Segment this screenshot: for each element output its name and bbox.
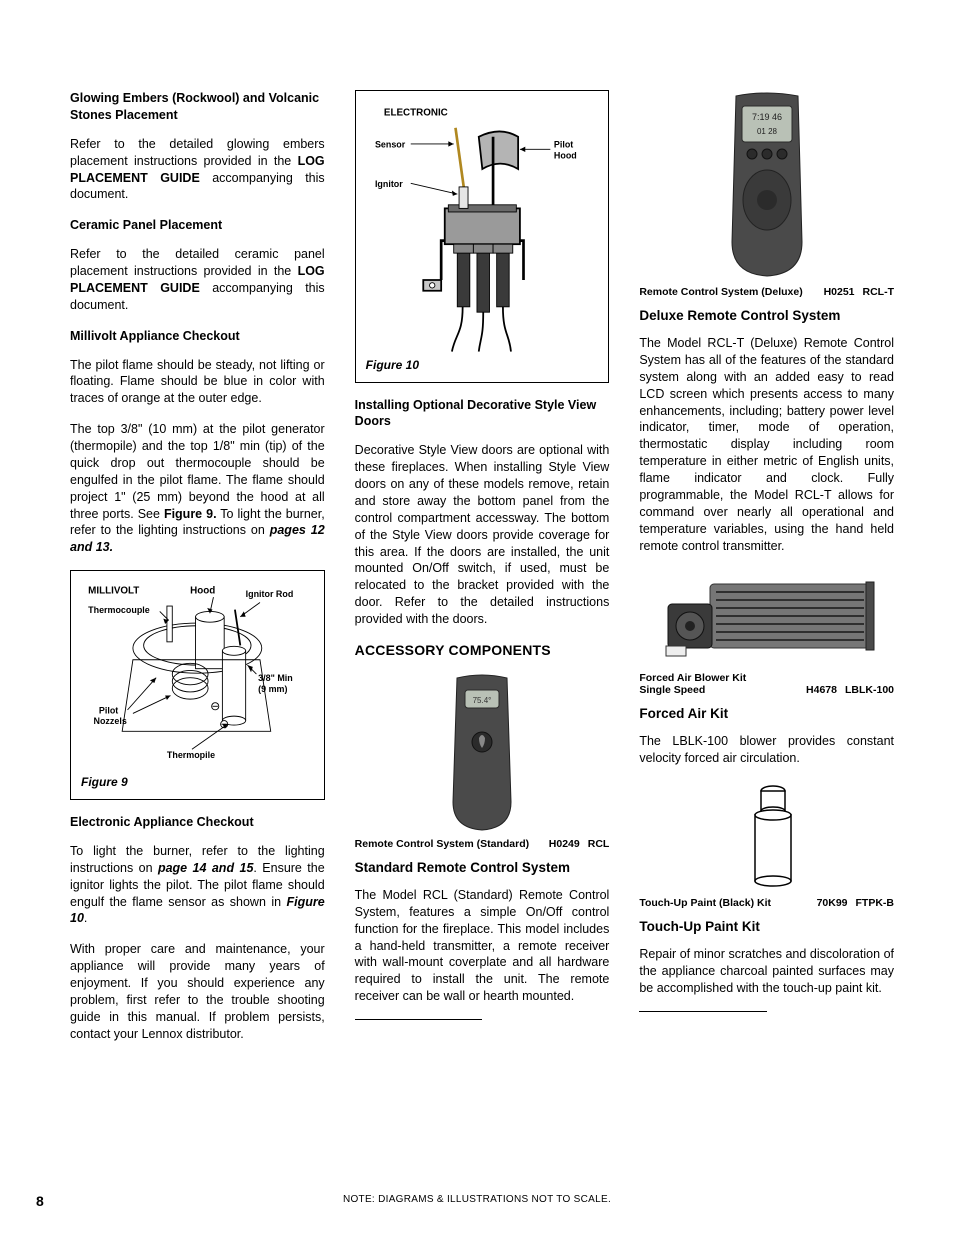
heading-ceramic: Ceramic Panel Placement — [70, 217, 325, 234]
heading-accessory: ACCESSORY COMPONENTS — [355, 642, 610, 658]
para-millivolt-1: The pilot flame should be steady, not li… — [70, 357, 325, 408]
heading-touchup: Touch-Up Paint Kit — [639, 919, 894, 934]
para-touchup: Repair of minor scratches and discolorat… — [639, 946, 894, 997]
fig10-sensor: Sensor — [375, 140, 406, 150]
caption-a: Touch-Up Paint (Black) Kit — [639, 897, 808, 909]
fig9-title: MILLIVOLT — [88, 586, 139, 597]
column-2: ELECTRONIC Sensor Pilot Hood Ignitor — [355, 90, 610, 1057]
figure-9-diagram: MILLIVOLT Hood Ignitor Rod Thermocouple … — [81, 581, 314, 769]
figure-9-caption: Figure 9 — [81, 775, 314, 789]
footnote: NOTE: DIAGRAMS & ILLUSTRATIONS NOT TO SC… — [0, 1194, 954, 1205]
divider — [355, 1019, 482, 1020]
fig10-pilot-1: Pilot — [554, 140, 573, 150]
heading-electronic-checkout: Electronic Appliance Checkout — [70, 814, 325, 831]
para-forced-air: The LBLK-100 blower provides constant ve… — [639, 733, 894, 767]
fig9-ignitor-label: Ignitor Rod — [246, 589, 294, 599]
figure-10-box: ELECTRONIC Sensor Pilot Hood Ignitor — [355, 90, 610, 383]
fig9-pilot-2: Nozzels — [94, 716, 127, 726]
columns: Glowing Embers (Rockwool) and Volcanic S… — [70, 90, 894, 1057]
heading-doors: Installing Optional Decorative Style Vie… — [355, 397, 610, 431]
heading-standard-remote: Standard Remote Control System — [355, 860, 610, 875]
para-standard-remote: The Model RCL (Standard) Remote Control … — [355, 887, 610, 1005]
text: Refer to the detailed glowing embers pla… — [70, 137, 325, 168]
caption-b: 70K99 — [817, 897, 848, 909]
para-deluxe-remote: The Model RCL-T (Deluxe) Remote Control … — [639, 335, 894, 554]
fig9-thermopile-label: Thermopile — [167, 750, 215, 760]
para-millivolt-2: The top 3/8" (10 mm) at the pilot genera… — [70, 421, 325, 556]
heading-embers: Glowing Embers (Rockwool) and Volcanic S… — [70, 90, 325, 124]
bold: Figure 9. — [164, 507, 217, 521]
fig10-ignitor: Ignitor — [375, 179, 403, 189]
divider-2 — [639, 1011, 766, 1012]
para-elec-1: To light the burner, refer to the lighti… — [70, 843, 325, 927]
caption-a: Single Speed — [639, 684, 798, 696]
para-doors: Decorative Style View doors are optional… — [355, 442, 610, 628]
caption-b: H4678 — [806, 684, 837, 696]
heading-deluxe-remote: Deluxe Remote Control System — [639, 308, 894, 323]
para-elec-2: With proper care and maintenance, your a… — [70, 941, 325, 1042]
caption-blower-line2: Single Speed H4678 LBLK-100 — [639, 684, 894, 696]
fig9-pilot-1: Pilot — [99, 706, 118, 716]
svg-text:75.4°: 75.4° — [473, 696, 492, 705]
fig9-thermocouple-label: Thermocouple — [88, 605, 150, 615]
para-ceramic: Refer to the detailed ceramic panel plac… — [70, 246, 325, 314]
page: Glowing Embers (Rockwool) and Volcanic S… — [0, 0, 954, 1235]
caption-c: RCL — [588, 838, 610, 850]
remote-deluxe-image: 7:19 46 01 28 — [639, 90, 894, 280]
para-embers: Refer to the detailed glowing embers pla… — [70, 136, 325, 204]
column-1: Glowing Embers (Rockwool) and Volcanic S… — [70, 90, 325, 1057]
caption-b: H0249 — [549, 838, 580, 850]
caption-remote-standard: Remote Control System (Standard) H0249 R… — [355, 838, 610, 850]
heading-forced-air: Forced Air Kit — [639, 706, 894, 721]
text: Refer to the detailed ceramic panel plac… — [70, 247, 325, 278]
remote-standard-image: 75.4° — [355, 672, 610, 832]
caption-paint: Touch-Up Paint (Black) Kit 70K99 FTPK-B — [639, 897, 894, 909]
bold-italic: page 14 and 15 — [158, 861, 253, 875]
fig9-min-label-2: (9 mm) — [258, 684, 287, 694]
fig9-hood-label: Hood — [190, 586, 215, 597]
caption-b: H0251 — [824, 286, 855, 298]
caption-c: RCL-T — [863, 286, 895, 298]
figure-10-diagram: ELECTRONIC Sensor Pilot Hood Ignitor — [366, 101, 599, 352]
fig10-pilot-2: Hood — [554, 150, 577, 160]
caption-remote-deluxe: Remote Control System (Deluxe) H0251 RCL… — [639, 286, 894, 298]
caption-c: FTPK-B — [856, 897, 895, 909]
caption-a: Remote Control System (Standard) — [355, 838, 541, 850]
caption-blower-line1: Forced Air Blower Kit — [639, 672, 894, 684]
blower-image — [639, 568, 894, 668]
svg-text:7:19 46: 7:19 46 — [752, 112, 782, 122]
column-3: 7:19 46 01 28 Remote Control System (Del… — [639, 90, 894, 1057]
figure-9-box: MILLIVOLT Hood Ignitor Rod Thermocouple … — [70, 570, 325, 800]
caption-c: LBLK-100 — [845, 684, 894, 696]
svg-text:01 28: 01 28 — [757, 127, 778, 136]
heading-millivolt: Millivolt Appliance Checkout — [70, 328, 325, 345]
figure-10-caption: Figure 10 — [366, 358, 599, 372]
caption-a: Remote Control System (Deluxe) — [639, 286, 815, 298]
fig10-title: ELECTRONIC — [384, 107, 448, 118]
text: . — [84, 911, 87, 925]
paint-image — [639, 781, 894, 891]
